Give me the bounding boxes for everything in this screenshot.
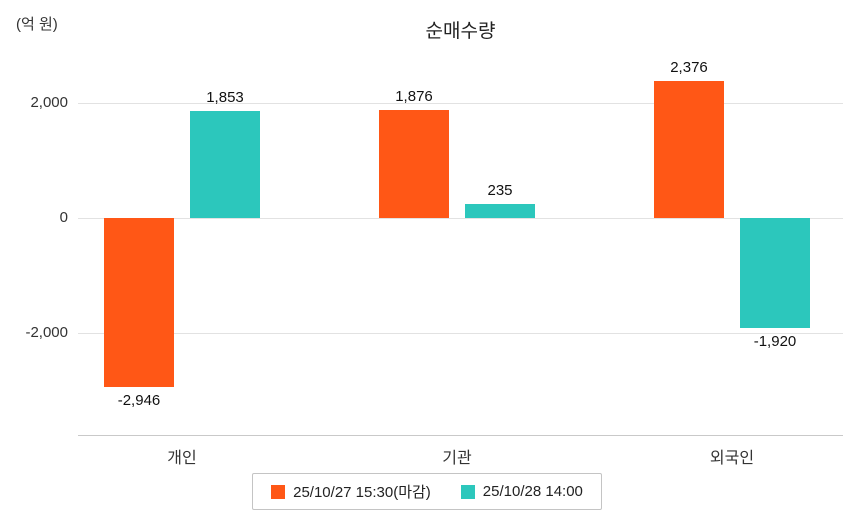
bar-value-label: -2,946 [117, 392, 161, 410]
x-axis-label-개인: 개인 [167, 450, 197, 467]
x-axis-label-기관: 기관 [442, 450, 472, 467]
bar-value-label: 1,853 [206, 89, 244, 107]
bar-series2-개인[interactable] [190, 111, 260, 218]
bar-value-label: 235 [487, 182, 513, 200]
bar-series2-기관[interactable] [465, 204, 535, 218]
x-axis-line [78, 435, 843, 436]
gridline [78, 333, 843, 334]
bar-value-label: -1,920 [753, 333, 797, 351]
bar-series2-외국인[interactable] [740, 218, 810, 329]
chart-title: 순매수량 [425, 21, 496, 42]
legend: 25/10/27 15:30(마감) 25/10/28 14:00 [0, 473, 854, 510]
gridline [78, 218, 843, 219]
bar-value-label: 1,876 [395, 88, 433, 106]
bar-series1-개인[interactable] [104, 218, 174, 388]
bar-series1-기관[interactable] [379, 110, 449, 218]
legend-box: 25/10/27 15:30(마감) 25/10/28 14:00 [252, 473, 602, 510]
bar-series1-외국인[interactable] [654, 81, 724, 218]
gridline [78, 103, 843, 104]
legend-item-series2[interactable]: 25/10/28 14:00 [460, 483, 583, 500]
legend-item-series1[interactable]: 25/10/27 15:30(마감) [271, 481, 431, 502]
legend-item-label: 25/10/28 14:00 [482, 483, 583, 500]
bar-value-label: 2,376 [670, 59, 708, 77]
legend-item-label: 25/10/27 15:30(마감) [293, 484, 431, 501]
x-axis-label-외국인: 외국인 [709, 450, 755, 467]
y-axis-unit-label: (억 원) [16, 16, 58, 33]
legend-swatch-icon [271, 484, 286, 499]
legend-swatch-icon [460, 484, 475, 499]
y-axis-tick-label: 2,000 [30, 94, 68, 111]
y-axis-tick-label: 0 [59, 209, 68, 226]
y-axis-tick-label: -2,000 [25, 324, 68, 341]
